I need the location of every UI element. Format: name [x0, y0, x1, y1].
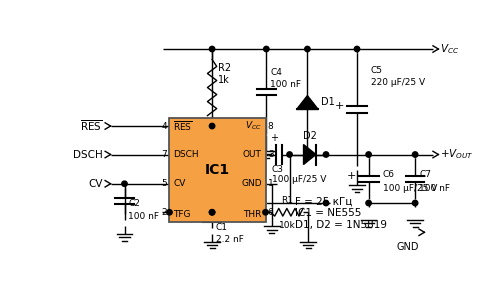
Text: 1: 1 [268, 179, 274, 188]
Text: +: + [270, 133, 278, 143]
Text: IC1: IC1 [205, 163, 230, 177]
Text: 3: 3 [268, 150, 274, 159]
Text: C5: C5 [371, 66, 383, 75]
Text: IC1 = NE555: IC1 = NE555 [295, 208, 362, 218]
Circle shape [304, 46, 310, 52]
Text: CV: CV [174, 179, 186, 188]
Text: 2.2 nF: 2.2 nF [216, 236, 244, 244]
FancyBboxPatch shape [170, 118, 266, 222]
Text: 100 nF: 100 nF [419, 183, 450, 193]
Circle shape [210, 209, 215, 215]
Text: 2: 2 [162, 208, 167, 217]
Circle shape [354, 46, 360, 52]
Text: +: + [335, 101, 344, 111]
Text: 1k: 1k [218, 75, 230, 85]
Text: C1: C1 [216, 223, 228, 232]
Circle shape [304, 152, 310, 157]
Text: 4: 4 [162, 122, 167, 130]
Text: F = 25 кГц: F = 25 кГц [295, 197, 352, 207]
Text: 100 μF/25 V: 100 μF/25 V [382, 183, 437, 193]
Text: +$V_{OUT}$: +$V_{OUT}$ [440, 148, 474, 161]
Polygon shape [304, 144, 316, 165]
Circle shape [166, 209, 172, 215]
Text: C6: C6 [382, 171, 394, 179]
Circle shape [324, 152, 328, 157]
Text: D1: D1 [322, 97, 335, 107]
Circle shape [263, 209, 268, 215]
Circle shape [412, 200, 418, 206]
Text: C2: C2 [128, 199, 140, 208]
Text: 7: 7 [162, 150, 167, 159]
Circle shape [264, 46, 269, 52]
Text: C4: C4 [270, 68, 282, 77]
Text: 220 μF/25 V: 220 μF/25 V [371, 79, 425, 87]
Circle shape [304, 152, 310, 157]
Text: 100 μF/25 V: 100 μF/25 V [272, 175, 326, 183]
Text: DSCH: DSCH [73, 149, 103, 159]
Text: $V_{CC}$: $V_{CC}$ [440, 42, 459, 56]
Circle shape [122, 181, 127, 186]
Circle shape [287, 152, 292, 157]
Text: 5: 5 [162, 179, 167, 188]
Circle shape [366, 200, 372, 206]
Text: GND: GND [396, 241, 418, 251]
Text: 8: 8 [268, 122, 274, 130]
Circle shape [366, 152, 372, 157]
Text: 6: 6 [268, 208, 274, 217]
Circle shape [210, 209, 215, 215]
Text: D1, D2 = 1N5819: D1, D2 = 1N5819 [295, 220, 387, 230]
Text: CV: CV [88, 179, 103, 189]
Circle shape [210, 46, 215, 52]
Text: C3: C3 [272, 165, 284, 174]
Text: $\overline{\mathrm{RES}}$: $\overline{\mathrm{RES}}$ [174, 119, 193, 133]
Text: 10k: 10k [278, 222, 295, 231]
Text: R1: R1 [281, 195, 293, 205]
Text: TFG: TFG [174, 210, 191, 219]
Text: R2: R2 [218, 63, 232, 73]
Text: 100 nF: 100 nF [128, 212, 160, 221]
Text: THR: THR [244, 210, 262, 219]
Circle shape [324, 200, 328, 206]
Text: $V_{CC}$: $V_{CC}$ [244, 120, 262, 132]
Text: GND: GND [241, 179, 262, 188]
Text: +: + [347, 171, 356, 181]
Text: C7: C7 [419, 171, 431, 179]
Circle shape [210, 123, 215, 129]
Text: D2: D2 [303, 131, 316, 141]
Circle shape [412, 152, 418, 157]
Polygon shape [296, 96, 318, 110]
Text: OUT: OUT [243, 150, 262, 159]
Text: DSCH: DSCH [174, 150, 199, 159]
Text: $\overline{\mathrm{RES}}$: $\overline{\mathrm{RES}}$ [80, 119, 103, 133]
Text: 100 nF: 100 nF [270, 80, 301, 89]
